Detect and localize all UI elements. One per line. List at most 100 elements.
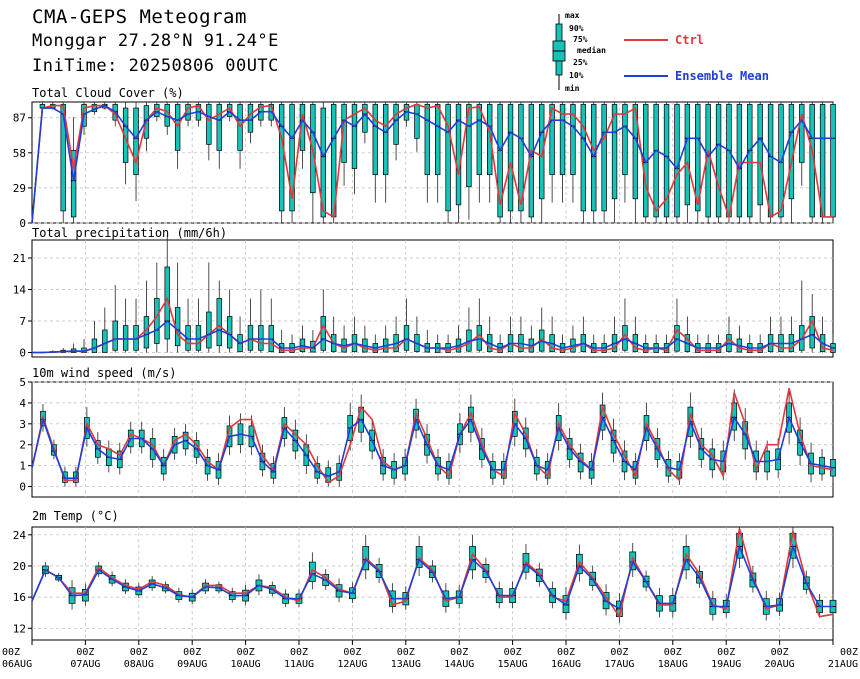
box <box>122 107 129 163</box>
box <box>320 316 326 351</box>
panel-frame <box>31 526 834 641</box>
box <box>351 104 358 169</box>
box <box>736 104 743 218</box>
x-tick-label-date: 17AUG <box>604 659 634 670</box>
legend-box-glyph <box>552 14 566 90</box>
x-tick-label-date: 12AUG <box>337 659 367 670</box>
y-tick-label: 7 <box>19 315 26 328</box>
box <box>507 104 514 212</box>
x-tick-label-date: 18AUG <box>658 659 688 670</box>
y-tick-label: 0 <box>19 481 26 494</box>
legend-ctrl-line <box>624 39 668 41</box>
box <box>830 104 836 218</box>
x-tick-label-date: 13AUG <box>391 659 421 670</box>
box <box>216 104 222 151</box>
box <box>70 150 77 218</box>
y-tick-label: 21 <box>13 252 26 265</box>
box <box>154 298 160 344</box>
box <box>819 104 826 218</box>
x-tick-label-time: 00Z <box>237 647 255 658</box>
box <box>715 104 722 218</box>
box <box>247 325 254 351</box>
box <box>60 104 66 212</box>
box <box>809 316 815 349</box>
y-tick-label: 14 <box>13 284 27 297</box>
x-tick-label-time: 00Z <box>557 647 575 658</box>
x-tick-label-date: 20AUG <box>765 659 795 670</box>
legend-p75-label: 75% <box>573 35 588 44</box>
legend-ctrl-label: Ctrl <box>675 33 704 47</box>
x-tick-label-date: 14AUG <box>444 659 474 670</box>
x-tick-label-date: 09AUG <box>177 659 207 670</box>
location-label: Monggar 27.28°N 91.24°E <box>32 31 279 51</box>
x-tick-label-time: 00Z <box>610 647 628 658</box>
box <box>341 104 347 163</box>
box <box>393 104 399 145</box>
box <box>372 104 378 175</box>
box <box>601 104 607 212</box>
box <box>757 104 763 206</box>
y-tick-label: 0 <box>19 217 26 230</box>
x-tick-label-date: 19AUG <box>711 659 741 670</box>
x-tick-label-time: 00Z <box>664 647 682 658</box>
x-tick-label-time: 00Z <box>2 647 20 658</box>
y-tick-label: 0 <box>19 347 26 360</box>
box <box>278 104 285 212</box>
y-tick-label: 4 <box>19 397 26 410</box>
box <box>799 104 805 163</box>
box <box>695 104 701 212</box>
legend-mean-label: Ensemble Mean <box>675 69 769 83</box>
box <box>497 104 503 218</box>
box <box>435 104 441 175</box>
legend-p10-label: 10% <box>569 71 584 80</box>
box <box>415 546 423 568</box>
legend-median-label: median <box>577 46 606 55</box>
box <box>403 325 410 351</box>
box <box>487 104 493 175</box>
box <box>424 104 430 175</box>
box <box>622 104 628 175</box>
mean-series-line <box>31 543 833 611</box>
box <box>289 104 295 212</box>
legend-p90-label: 90% <box>569 24 584 33</box>
mean-series-line <box>32 319 834 354</box>
box <box>320 107 326 218</box>
box <box>133 107 139 175</box>
panel-title: 2m Temp (°C) <box>32 509 119 523</box>
ctrl-series-line <box>31 528 834 619</box>
x-tick-label-time: 00Z <box>183 647 201 658</box>
box <box>445 104 451 212</box>
x-tick-label-date: 07AUG <box>70 659 100 670</box>
x-tick-label-date: 08AUG <box>124 659 154 670</box>
box <box>684 104 691 206</box>
x-tick-label-time: 00Z <box>76 647 94 658</box>
y-tick-label: 1 <box>19 460 26 473</box>
panel-frame <box>31 101 834 224</box>
x-tick-label-time: 00Z <box>130 647 148 658</box>
panel-title: Total precipitation (mm/6h) <box>32 226 227 240</box>
page-title: CMA-GEPS Meteogram <box>32 6 247 28</box>
box <box>663 104 670 218</box>
box <box>580 104 587 212</box>
box <box>653 104 659 218</box>
box <box>674 104 680 218</box>
box <box>476 104 483 175</box>
y-tick-label: 29 <box>13 182 26 195</box>
box <box>91 338 98 353</box>
x-tick-label-time: 00Z <box>397 647 415 658</box>
ctrl-series-line <box>31 103 833 224</box>
box <box>466 104 472 188</box>
x-tick-label-time: 00Z <box>504 647 522 658</box>
x-tick-label-time: 00Z <box>290 647 308 658</box>
y-tick-label: 3 <box>19 418 26 431</box>
x-tick-label-date: 21AUG <box>828 659 858 670</box>
box <box>611 104 618 200</box>
x-tick-label-time: 00Z <box>840 647 858 658</box>
x-tick-label-time: 00Z <box>450 647 468 658</box>
x-tick-label-date: 11AUG <box>284 659 314 670</box>
x-tick-label-date: 10AUG <box>231 659 261 670</box>
ctrl-series-line <box>32 296 834 354</box>
panel-frame <box>31 381 834 498</box>
y-tick-label: 2 <box>19 439 26 452</box>
